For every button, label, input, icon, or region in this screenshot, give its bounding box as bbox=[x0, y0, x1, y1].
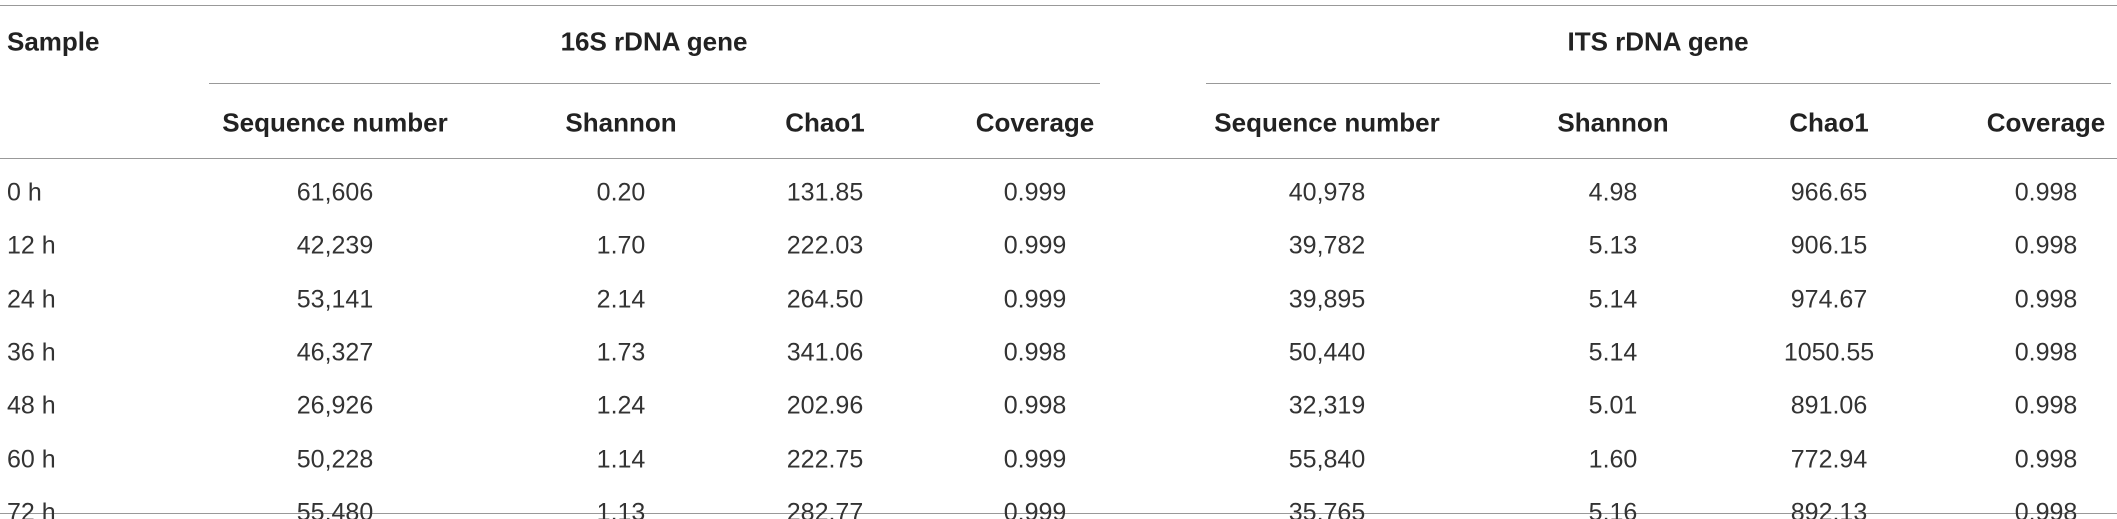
cell: 5.01 bbox=[1588, 391, 1638, 420]
cell: 0.998 bbox=[2014, 391, 2078, 420]
cell: 282.77 bbox=[786, 498, 864, 519]
cell: 0.998 bbox=[1003, 391, 1067, 420]
cell: 0.998 bbox=[2014, 285, 2078, 314]
cell: 40,978 bbox=[1288, 178, 1366, 207]
cell: 4.98 bbox=[1588, 178, 1638, 207]
cell: 966.65 bbox=[1790, 178, 1868, 207]
cell: 5.14 bbox=[1588, 338, 1638, 367]
cell: 0.998 bbox=[2014, 498, 2078, 519]
cell: 5.13 bbox=[1588, 231, 1638, 260]
column-header: Coverage bbox=[975, 107, 1095, 138]
cell: 0.999 bbox=[1003, 178, 1067, 207]
bottom-rule bbox=[0, 513, 2117, 514]
cell: 1.24 bbox=[596, 391, 646, 420]
cell: 55,840 bbox=[1288, 445, 1366, 473]
column-header: Sequence number bbox=[1214, 107, 1440, 138]
cell: 0.999 bbox=[1003, 285, 1067, 314]
row-label: 48 h bbox=[7, 391, 56, 420]
cell: 32,319 bbox=[1288, 391, 1366, 420]
cell: 1.73 bbox=[596, 338, 646, 367]
cell: 50,440 bbox=[1288, 338, 1366, 367]
cell: 0.998 bbox=[1003, 338, 1067, 367]
cell: 222.75 bbox=[786, 445, 864, 473]
column-header: Shannon bbox=[1557, 107, 1669, 138]
column-header: Chao1 bbox=[785, 107, 865, 138]
column-header: Shannon bbox=[565, 107, 677, 138]
cell: 2.14 bbox=[596, 285, 646, 314]
cell: 42,239 bbox=[296, 231, 374, 260]
cell: 1.13 bbox=[596, 498, 646, 519]
cell: 0.998 bbox=[2014, 178, 2078, 207]
row-label: 72 h bbox=[7, 498, 56, 519]
cell: 1.70 bbox=[596, 231, 646, 260]
group-rule bbox=[209, 83, 1100, 84]
cell: 772.94 bbox=[1790, 445, 1868, 473]
cell: 0.999 bbox=[1003, 498, 1067, 519]
row-label: 36 h bbox=[7, 338, 56, 367]
cell: 0.999 bbox=[1003, 445, 1067, 473]
cell: 1.60 bbox=[1588, 445, 1638, 473]
cell: 55,480 bbox=[296, 498, 374, 519]
cell: 974.67 bbox=[1790, 285, 1868, 314]
cell: 0.998 bbox=[2014, 231, 2078, 260]
cell: 0.998 bbox=[2014, 338, 2078, 367]
column-header: Sequence number bbox=[222, 107, 448, 138]
cell: 341.06 bbox=[786, 338, 864, 367]
cell: 50,228 bbox=[296, 445, 374, 473]
cell: 131.85 bbox=[786, 178, 864, 207]
cell: 906.15 bbox=[1790, 231, 1868, 260]
cell: 202.96 bbox=[786, 391, 864, 420]
column-header: Chao1 bbox=[1789, 107, 1869, 138]
cell: 222.03 bbox=[786, 231, 864, 260]
cell: 39,895 bbox=[1288, 285, 1366, 314]
row-label: 0 h bbox=[7, 178, 42, 207]
cell: 891.06 bbox=[1790, 391, 1868, 420]
group-rule bbox=[1206, 83, 2111, 84]
row-label: 60 h bbox=[7, 445, 56, 473]
cell: 0.999 bbox=[1003, 231, 1067, 260]
group-header: 16S rDNA gene bbox=[560, 26, 748, 57]
cell: 5.16 bbox=[1588, 498, 1638, 519]
cell: 264.50 bbox=[786, 285, 864, 314]
cell: 5.14 bbox=[1588, 285, 1638, 314]
cell: 35,765 bbox=[1288, 498, 1366, 519]
cell: 1050.55 bbox=[1783, 338, 1875, 367]
header-rule bbox=[0, 158, 2117, 159]
cell: 26,926 bbox=[296, 391, 374, 420]
sample-header: Sample bbox=[7, 26, 100, 57]
cell: 892.13 bbox=[1790, 498, 1868, 519]
top-rule bbox=[0, 5, 2117, 6]
cell: 61,606 bbox=[296, 178, 374, 207]
cell: 0.998 bbox=[2014, 445, 2078, 473]
row-label: 24 h bbox=[7, 285, 56, 314]
cell: 46,327 bbox=[296, 338, 374, 367]
cell: 39,782 bbox=[1288, 231, 1366, 260]
group-header: ITS rDNA gene bbox=[1567, 26, 1749, 57]
cell: 0.20 bbox=[596, 178, 646, 207]
row-label: 12 h bbox=[7, 231, 56, 260]
cell: 53,141 bbox=[296, 285, 374, 314]
column-header: Coverage bbox=[1986, 107, 2106, 138]
cell: 1.14 bbox=[596, 445, 646, 473]
